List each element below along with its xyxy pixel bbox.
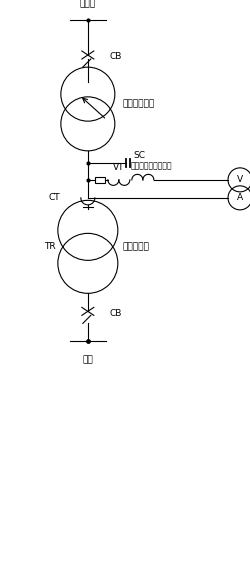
Text: A: A: [236, 193, 242, 202]
Text: VT: VT: [113, 164, 124, 173]
Text: CB: CB: [110, 309, 122, 318]
Text: CB: CB: [110, 52, 122, 61]
Text: SC: SC: [133, 151, 145, 160]
Text: 供試変圧器: 供試変圧器: [122, 242, 149, 251]
Text: （遅れ電流補償用）: （遅れ電流補償用）: [130, 161, 172, 170]
Text: TR: TR: [44, 242, 56, 251]
Text: CT: CT: [48, 193, 60, 202]
Text: 電源側: 電源側: [80, 0, 96, 8]
Bar: [94, 177, 104, 183]
Text: 短絡: 短絡: [82, 355, 93, 364]
Text: 試験用変圧器: 試験用変圧器: [122, 99, 154, 108]
Text: V: V: [236, 175, 242, 184]
